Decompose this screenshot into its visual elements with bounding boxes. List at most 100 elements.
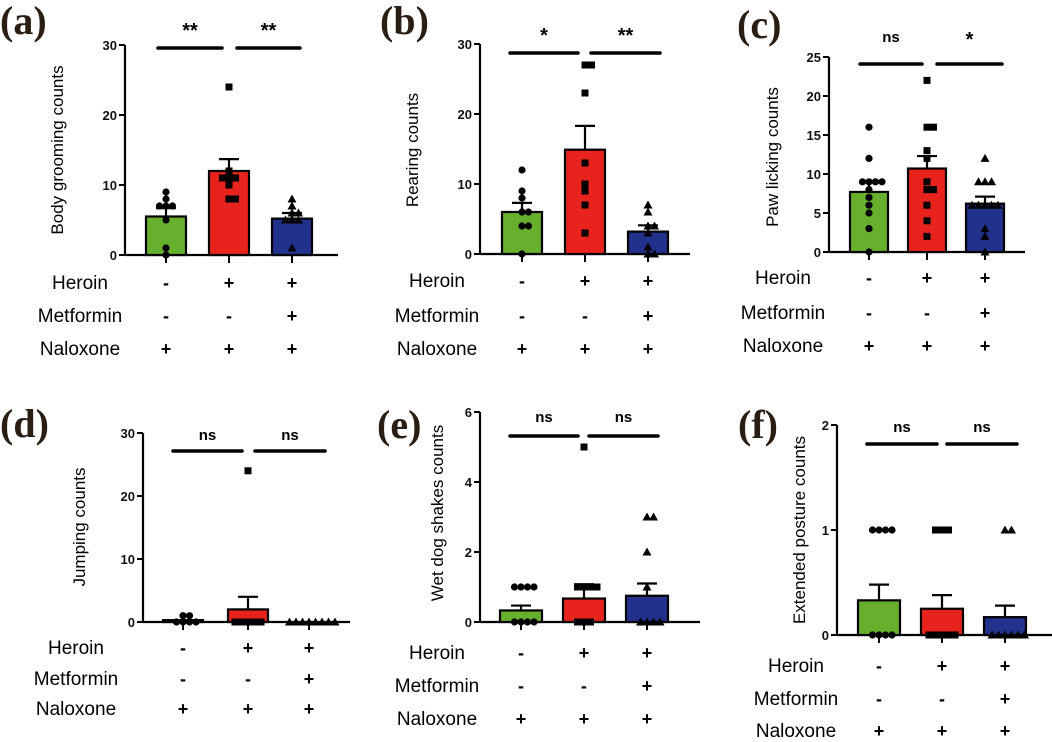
treatment-label-naloxone: Naloxone bbox=[743, 336, 823, 357]
data-point bbox=[257, 618, 265, 626]
data-point bbox=[980, 153, 990, 162]
y-tick-label: 10 bbox=[121, 552, 135, 567]
data-point bbox=[938, 526, 946, 534]
y-tick-label: 10 bbox=[807, 167, 821, 182]
data-point bbox=[588, 61, 595, 69]
data-point bbox=[865, 178, 873, 186]
data-point bbox=[923, 186, 931, 194]
panel-e: (e) 0 2 4 6 Wet dog shakes counts ns ns Heroin - +… bbox=[377, 402, 700, 730]
treatment-indicator: + bbox=[287, 306, 298, 326]
data-point bbox=[330, 617, 340, 626]
data-point bbox=[945, 526, 952, 534]
treatment-indicator: + bbox=[937, 656, 948, 676]
data-point bbox=[317, 617, 327, 626]
y-tick-label: 0 bbox=[814, 245, 821, 260]
treatment-indicator: + bbox=[642, 643, 653, 663]
y-tick-label: 10 bbox=[458, 177, 472, 192]
treatment-indicator: + bbox=[1000, 721, 1011, 741]
y-tick-label: 30 bbox=[103, 38, 117, 53]
data-point bbox=[643, 228, 653, 237]
data-point bbox=[868, 631, 877, 639]
treatment-indicator: + bbox=[643, 339, 654, 359]
data-point bbox=[650, 221, 659, 230]
panel-label: (e) bbox=[377, 402, 421, 447]
data-point bbox=[523, 618, 532, 626]
data-point bbox=[980, 247, 990, 256]
data-point bbox=[587, 618, 594, 626]
y-tick-label: 20 bbox=[458, 107, 472, 122]
treatment-label-metformin: Metformin bbox=[395, 676, 479, 697]
data-point bbox=[1000, 525, 1010, 534]
data-point bbox=[510, 618, 519, 626]
data-point bbox=[232, 174, 239, 182]
treatment-indicator: - bbox=[866, 303, 872, 323]
treatment-indicator: + bbox=[517, 339, 528, 359]
data-point bbox=[251, 618, 258, 626]
data-point bbox=[244, 467, 252, 475]
y-tick-label: 0 bbox=[128, 615, 135, 630]
data-point bbox=[518, 208, 526, 216]
data-point bbox=[980, 231, 990, 240]
treatment-indicator: + bbox=[642, 676, 653, 696]
treatment-indicator: + bbox=[579, 709, 590, 729]
data-point bbox=[994, 630, 1003, 639]
y-tick-label: 2 bbox=[822, 418, 829, 433]
data-point bbox=[587, 583, 594, 591]
treatment-indicator: - bbox=[876, 689, 882, 709]
data-point bbox=[287, 208, 297, 217]
y-tick-label: 10 bbox=[103, 178, 117, 193]
treatment-indicator: + bbox=[224, 273, 235, 293]
data-point bbox=[225, 83, 233, 91]
panel-a: (a) 0 10 20 30 Body grooming counts ** ** Heroin… bbox=[0, 0, 338, 360]
data-point bbox=[865, 209, 873, 217]
data-point bbox=[168, 202, 177, 210]
treatment-indicator: - bbox=[866, 268, 872, 288]
data-point bbox=[888, 631, 896, 639]
data-point bbox=[162, 195, 170, 203]
treatment-indicator: + bbox=[304, 669, 315, 689]
treatment-label-metformin: Metformin bbox=[741, 303, 825, 324]
data-point bbox=[162, 202, 170, 210]
treatment-indicator: + bbox=[1000, 656, 1011, 676]
treatment-indicator: + bbox=[642, 709, 653, 729]
treatment-indicator: + bbox=[304, 699, 315, 719]
data-point bbox=[923, 154, 931, 162]
treatment-label-heroin: Heroin bbox=[768, 656, 824, 677]
treatment-indicator: + bbox=[874, 721, 885, 741]
y-tick-label: 1 bbox=[822, 523, 829, 538]
data-point bbox=[225, 181, 233, 189]
significance-label: ns bbox=[893, 419, 911, 436]
treatment-label-metformin: Metformin bbox=[395, 306, 479, 327]
treatment-label-heroin: Heroin bbox=[52, 273, 108, 294]
treatment-indicator: - bbox=[180, 669, 186, 689]
data-point bbox=[649, 512, 658, 521]
data-point bbox=[291, 617, 301, 626]
data-point bbox=[987, 177, 996, 186]
data-point bbox=[930, 186, 937, 194]
treatment-indicator: + bbox=[980, 303, 991, 323]
y-tick-label: 0 bbox=[465, 615, 472, 630]
data-point bbox=[642, 582, 652, 591]
treatment-indicator: + bbox=[287, 273, 298, 293]
treatment-indicator: - bbox=[163, 273, 169, 293]
data-point bbox=[642, 547, 652, 556]
data-point bbox=[172, 618, 181, 626]
significance-label: ns bbox=[281, 427, 299, 444]
data-point bbox=[642, 512, 652, 521]
treatment-indicator: + bbox=[922, 336, 933, 356]
data-point bbox=[650, 249, 659, 258]
data-point bbox=[868, 526, 877, 534]
data-point bbox=[294, 208, 303, 217]
y-tick-label: 6 bbox=[465, 405, 472, 420]
data-point bbox=[974, 177, 983, 186]
data-point bbox=[987, 200, 996, 209]
significance-label: ns bbox=[973, 419, 991, 436]
data-point bbox=[987, 630, 997, 639]
treatment-label-metformin: Metformin bbox=[34, 669, 118, 690]
data-point bbox=[865, 193, 873, 201]
data-point bbox=[238, 618, 245, 626]
panel-label: (f) bbox=[738, 402, 778, 447]
data-point bbox=[518, 166, 526, 174]
data-point bbox=[580, 618, 588, 626]
significance-label: ns bbox=[199, 427, 217, 444]
